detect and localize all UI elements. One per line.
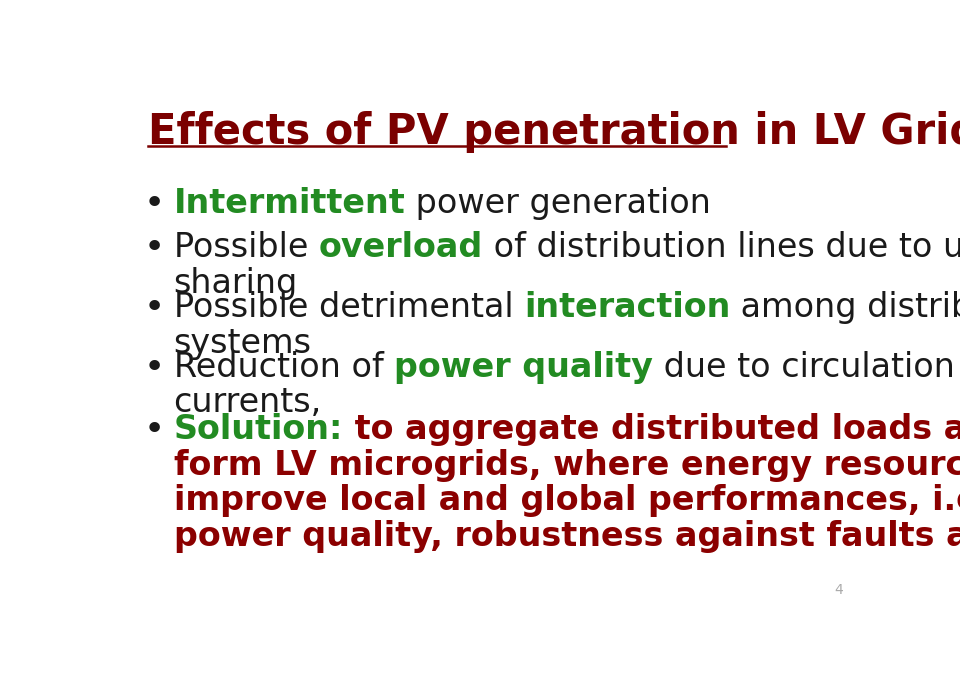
- Text: •: •: [144, 291, 165, 326]
- Text: overload: overload: [319, 231, 483, 264]
- Text: form LV microgrids, where energy resources are shared so as to: form LV microgrids, where energy resourc…: [174, 449, 960, 481]
- Text: power quality: power quality: [394, 351, 653, 383]
- Text: improve local and global performances, i.e., energy efficiency,: improve local and global performances, i…: [174, 484, 960, 518]
- Text: 4: 4: [834, 583, 843, 597]
- Text: Effects of PV penetration in LV Grids: Effects of PV penetration in LV Grids: [148, 110, 960, 153]
- Text: among distributed generation: among distributed generation: [731, 291, 960, 324]
- Text: Possible: Possible: [174, 231, 319, 264]
- Text: due to circulation of reactive: due to circulation of reactive: [653, 351, 960, 383]
- Text: Reduction of: Reduction of: [174, 351, 394, 383]
- Text: of distribution lines due to uncontrolled power: of distribution lines due to uncontrolle…: [483, 231, 960, 264]
- Text: to aggregate distributed loads and power sources to: to aggregate distributed loads and power…: [343, 413, 960, 446]
- Text: Possible detrimental: Possible detrimental: [174, 291, 524, 324]
- Text: Intermittent: Intermittent: [174, 187, 405, 219]
- Text: interaction: interaction: [524, 291, 731, 324]
- Text: power generation: power generation: [405, 187, 711, 219]
- Text: Solution:: Solution:: [174, 413, 343, 446]
- Text: •: •: [144, 351, 165, 385]
- Text: systems: systems: [174, 327, 312, 360]
- Text: •: •: [144, 413, 165, 447]
- Text: sharing: sharing: [174, 267, 298, 300]
- Text: power quality, robustness against faults and transients, etc.: power quality, robustness against faults…: [174, 520, 960, 553]
- Text: currents,: currents,: [174, 386, 322, 419]
- Text: •: •: [144, 231, 165, 265]
- Text: •: •: [144, 187, 165, 221]
